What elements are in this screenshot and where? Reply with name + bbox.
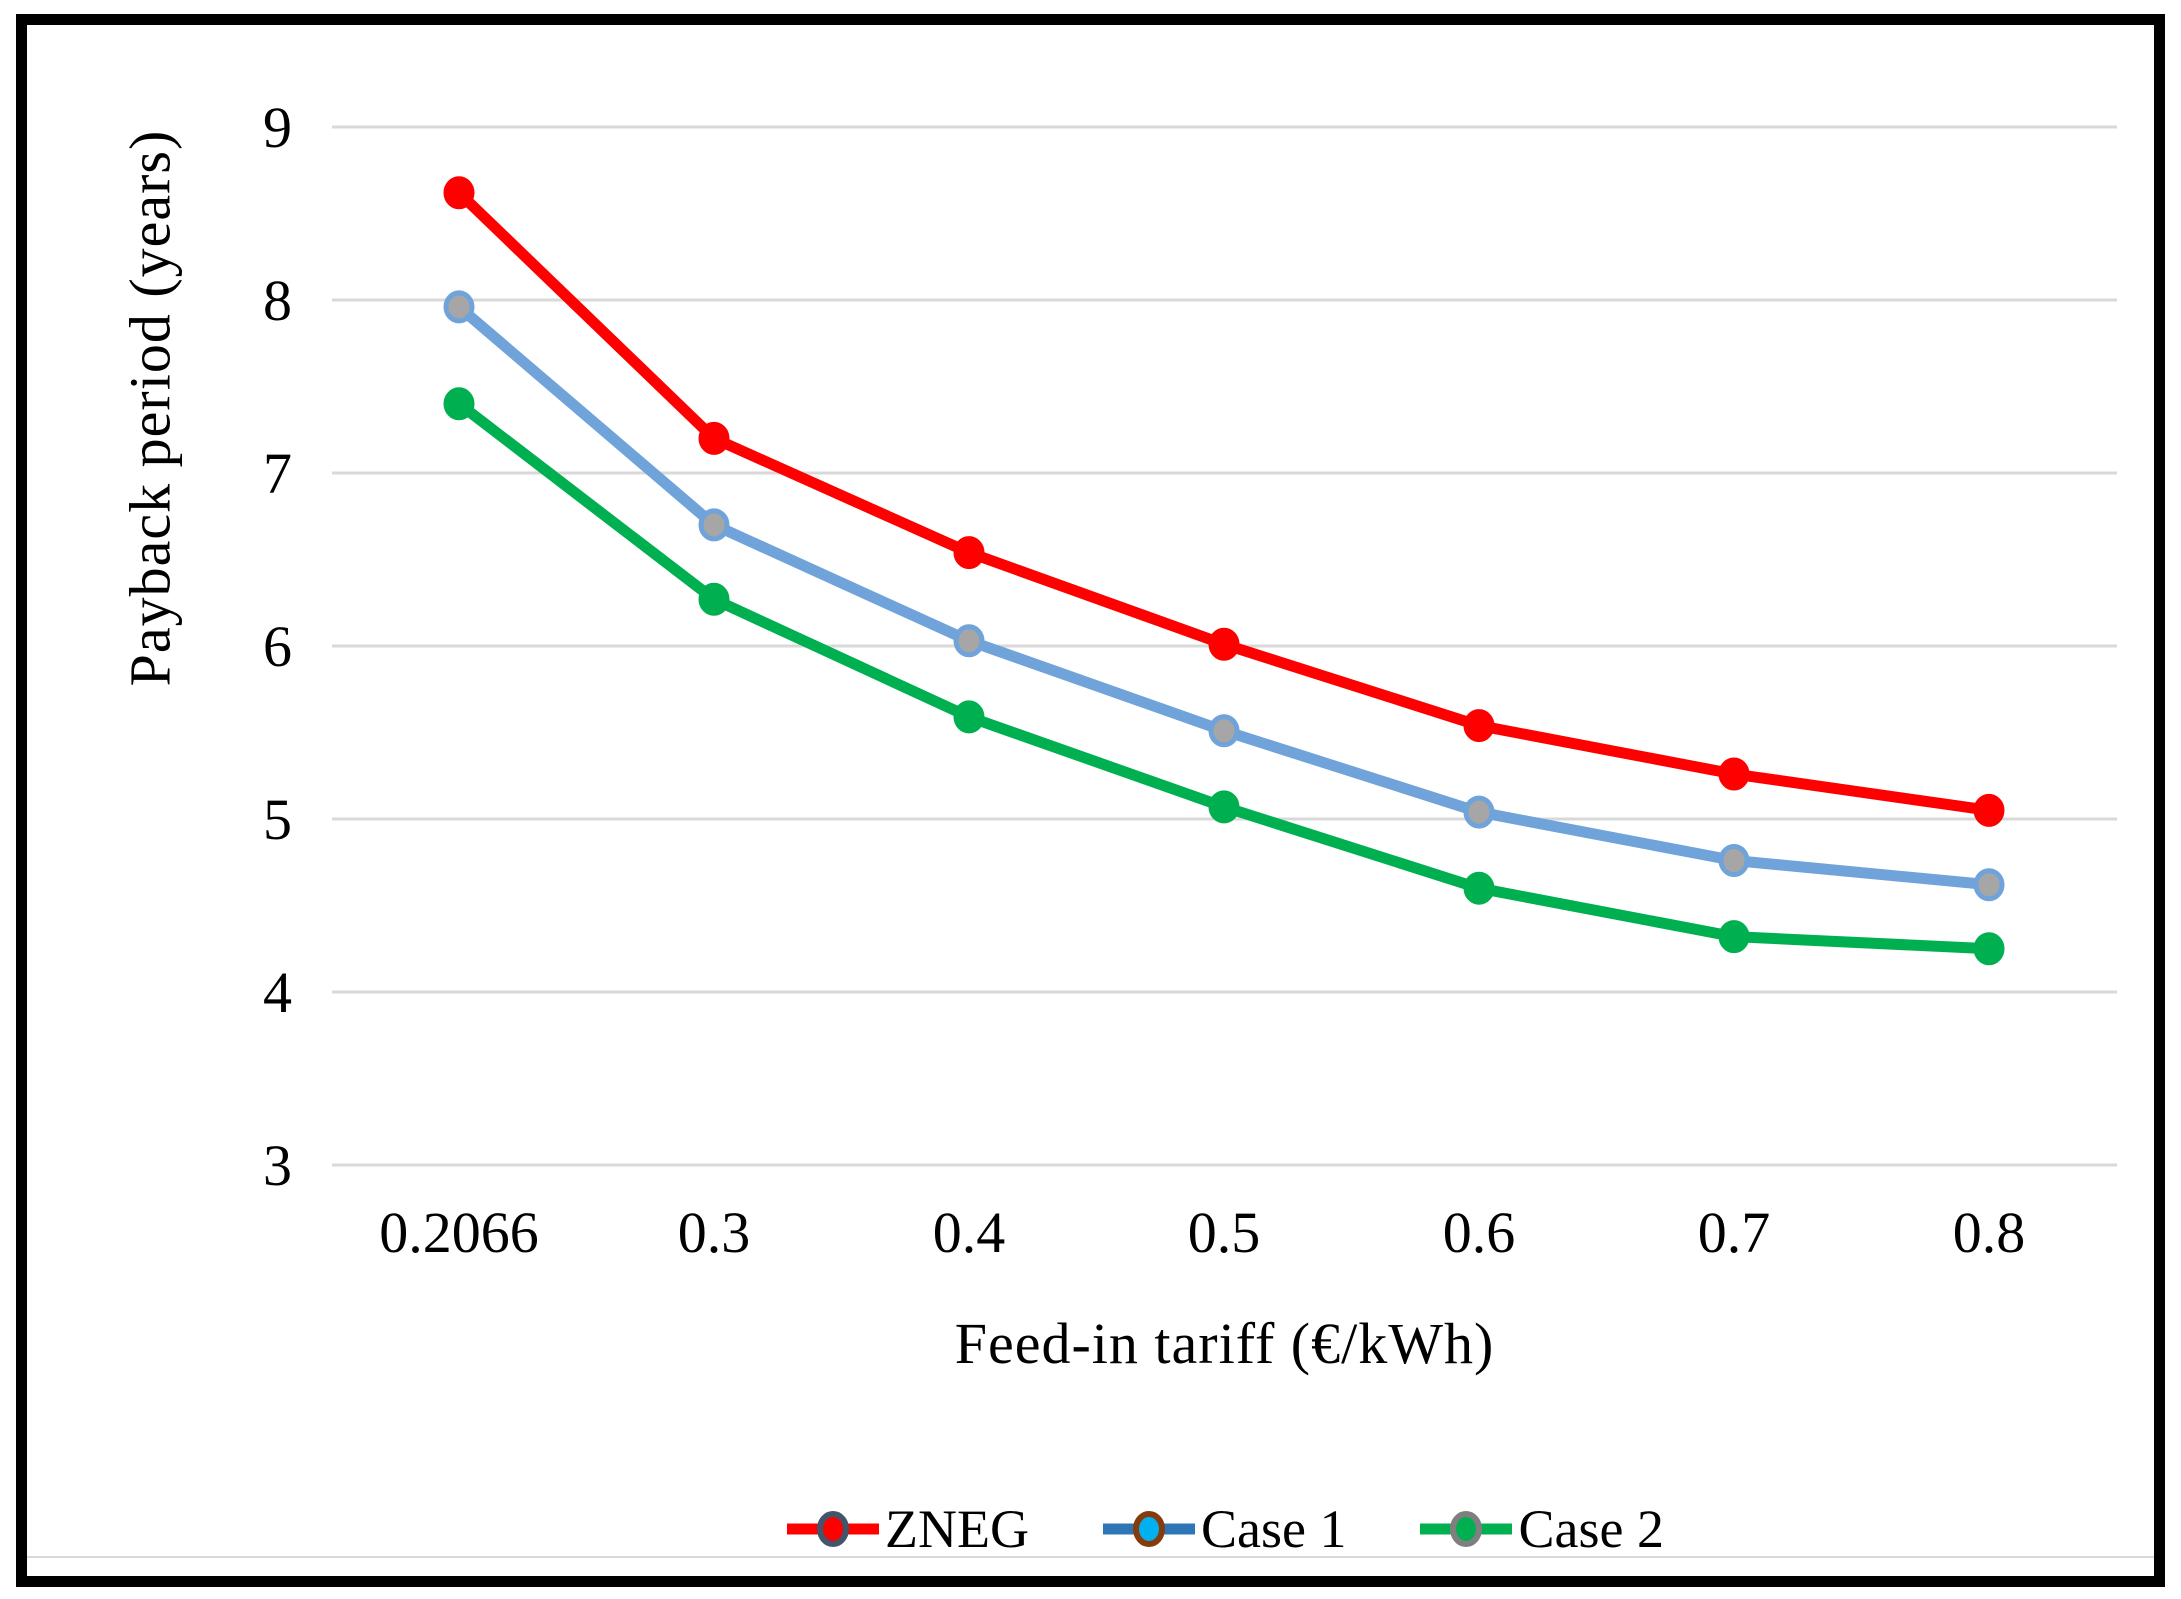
y-tick-label: 8	[263, 268, 292, 333]
y-tick-label: 6	[263, 614, 292, 679]
legend-item-zneg: ZNEG	[785, 1498, 1029, 1560]
data-point-marker	[953, 700, 985, 734]
figure-border	[16, 14, 2165, 1587]
data-point-marker	[443, 387, 475, 421]
y-tick-label: 4	[263, 960, 292, 1025]
legend-swatch	[1103, 1511, 1196, 1547]
legend-swatch	[1420, 1511, 1513, 1547]
legend-marker	[1450, 1511, 1483, 1547]
x-tick-label: 0.3	[678, 1200, 751, 1265]
data-point-marker	[1973, 793, 2005, 827]
data-point-marker	[1973, 932, 2005, 966]
x-tick-label: 0.2066	[379, 1200, 539, 1265]
legend-item-case-2: Case 2	[1418, 1498, 1664, 1560]
x-tick-label: 0.6	[1443, 1200, 1516, 1265]
data-point-marker	[1208, 714, 1240, 748]
data-point-marker	[953, 624, 985, 658]
legend: ZNEG Case 1 Case 2	[332, 1498, 2117, 1560]
data-point-marker	[1463, 709, 1495, 743]
x-tick-label: 0.8	[1953, 1200, 2026, 1265]
data-point-marker	[1208, 790, 1240, 824]
legend-label: ZNEG	[885, 1499, 1030, 1559]
data-point-marker	[1463, 795, 1495, 829]
data-point-marker	[1208, 627, 1240, 661]
data-point-marker	[443, 176, 475, 210]
legend-label: Case 1	[1201, 1499, 1347, 1559]
x-tick-label: 0.7	[1698, 1200, 1771, 1265]
data-point-marker	[1718, 757, 1750, 791]
legend-marker	[817, 1511, 850, 1547]
x-axis-title: Feed-in tariff (€/kWh)	[954, 1311, 1495, 1376]
data-point-marker	[1718, 844, 1750, 878]
x-tick-label: 0.4	[933, 1200, 1006, 1265]
data-point-marker	[698, 421, 730, 455]
data-point-marker	[698, 508, 730, 542]
legend-marker	[1133, 1511, 1166, 1547]
data-point-marker	[1973, 868, 2005, 902]
y-tick-label: 7	[263, 441, 292, 506]
y-tick-label: 5	[263, 787, 292, 852]
chart-area-bottom-edge	[27, 1556, 2154, 1558]
legend-item-case-1: Case 1	[1101, 1498, 1346, 1560]
data-point-marker	[698, 582, 730, 616]
data-point-marker	[953, 536, 985, 570]
y-tick-label: 9	[263, 95, 292, 160]
data-point-marker	[443, 290, 475, 324]
legend-swatch	[787, 1511, 880, 1547]
data-point-marker	[1463, 871, 1495, 905]
x-tick-label: 0.5	[1188, 1200, 1261, 1265]
legend-label: Case 2	[1518, 1499, 1664, 1559]
data-point-marker	[1718, 920, 1750, 954]
y-tick-label: 3	[263, 1133, 292, 1198]
